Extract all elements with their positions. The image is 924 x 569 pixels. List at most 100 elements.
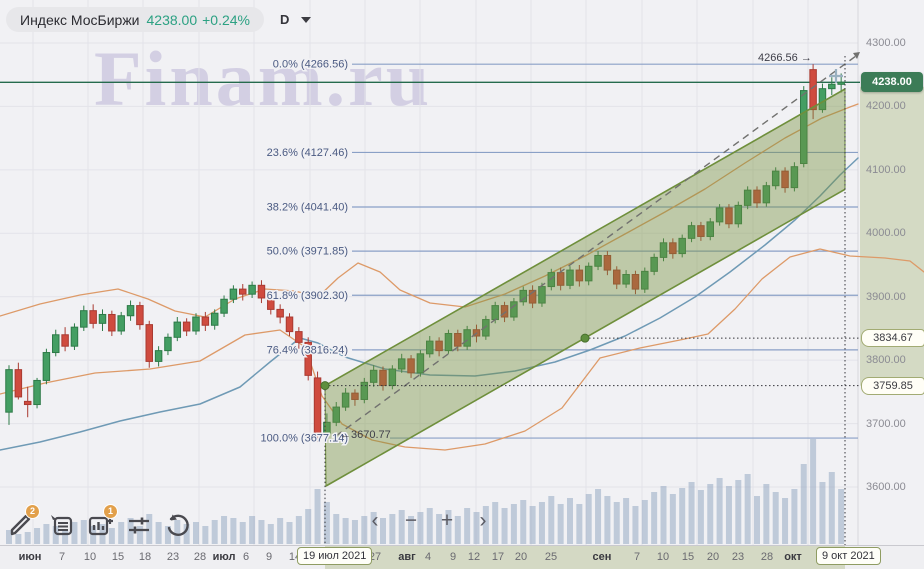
volume-bar <box>464 508 471 544</box>
candle-body <box>23 400 32 406</box>
date-axis-month-tick: окт <box>784 551 802 563</box>
candle-body <box>351 392 359 400</box>
volume-bar <box>305 509 312 544</box>
bollinger-lower-line <box>0 248 924 451</box>
candle-body <box>388 368 397 387</box>
volume-bar <box>548 496 555 544</box>
candle-body <box>603 254 612 271</box>
channel-start-date-badge[interactable]: 19 июл 2021 <box>297 547 373 565</box>
volume-bar <box>62 530 69 544</box>
candle-body <box>173 321 182 338</box>
volume-bar <box>314 489 321 544</box>
candle-body <box>753 189 761 204</box>
volume-bar <box>258 520 265 544</box>
price-axis-tick: 3600.00 <box>866 481 906 493</box>
scroll-right-button[interactable]: › <box>479 509 487 532</box>
volume-bar <box>567 498 573 544</box>
candle-body <box>659 242 668 258</box>
candle-body <box>790 166 799 189</box>
instrument-selector[interactable]: Индекс МосБиржи 4238.00 +0.24% <box>6 7 264 32</box>
date-axis-tick: 6 <box>242 551 250 563</box>
candle-body <box>762 185 771 204</box>
date-axis[interactable]: июн 7 10 15 18 23 28 июл 6 9 14 27 авг 4 9 12 17 20 25 сен 7… <box>0 545 924 569</box>
candle-body <box>426 340 434 355</box>
price-axis-tick: 4200.00 <box>866 100 906 113</box>
volume-bar <box>174 520 181 544</box>
candle-body <box>341 392 350 408</box>
candle-body <box>641 270 649 290</box>
candle-body <box>678 237 686 255</box>
channel-anchor-handle[interactable] <box>320 381 330 391</box>
objects-list-button[interactable] <box>47 508 77 540</box>
volume-bar <box>71 522 78 544</box>
candle-body <box>192 316 200 332</box>
volume-bar <box>641 500 648 544</box>
candle-body <box>837 81 845 85</box>
volume-bar <box>380 518 386 544</box>
volume-bar <box>623 498 630 544</box>
candle-body <box>397 358 406 370</box>
timeframe-selector[interactable]: D <box>280 12 312 27</box>
date-axis-tick: 15 <box>681 551 695 563</box>
zoom-in-button[interactable]: + <box>440 509 454 532</box>
candle-body <box>575 269 584 282</box>
date-axis-tick: 25 <box>544 551 558 563</box>
candle-body <box>267 297 275 310</box>
volume-bar <box>754 496 760 544</box>
candle-body <box>725 207 733 225</box>
candle-body <box>584 265 593 282</box>
volume-bar <box>34 528 41 544</box>
volume-bar <box>782 498 789 544</box>
timeframe-label: D <box>280 12 290 27</box>
volume-bar <box>716 478 723 544</box>
candle-body <box>145 324 153 362</box>
volume-bar <box>697 490 704 544</box>
draw-tool-button[interactable]: 2 <box>8 504 40 540</box>
date-axis-tick: 7 <box>633 551 641 563</box>
volume-bar <box>454 516 461 544</box>
volume-bar <box>445 510 452 544</box>
volume-bar <box>183 524 190 544</box>
candle-body <box>164 336 172 352</box>
candle-body <box>669 242 677 255</box>
volume-bar <box>164 526 171 544</box>
volume-bar <box>538 502 545 544</box>
date-axis-month-tick: июл <box>212 551 236 563</box>
instrument-name: Индекс МосБиржи <box>20 11 140 28</box>
anchor-price-badge-lower: 3759.85 <box>861 377 924 395</box>
volume-bar <box>669 494 676 544</box>
candle-body <box>126 305 135 317</box>
candle-body <box>771 170 780 187</box>
zoom-out-button[interactable]: − <box>404 509 418 532</box>
date-axis-tick: 10 <box>656 551 670 563</box>
settings-button[interactable] <box>125 508 155 540</box>
low-price-annotation: ←3670.77 <box>340 429 391 441</box>
candle-body <box>697 225 705 237</box>
undo-button[interactable] <box>164 508 194 540</box>
scroll-left-button[interactable]: ‹ <box>371 509 379 532</box>
date-axis-tick: 23 <box>166 551 180 563</box>
candle-body <box>154 350 163 362</box>
candle-body <box>454 333 462 347</box>
bollinger-upper-line <box>0 103 859 318</box>
channel-end-date-badge[interactable]: 9 окт 2021 <box>816 547 881 565</box>
volume-bar <box>595 489 602 544</box>
candle-body <box>276 308 284 318</box>
volume-bar <box>389 514 396 544</box>
volume-bar <box>249 516 256 544</box>
candle-body <box>528 289 537 304</box>
candle-body <box>435 340 443 352</box>
channel-anchor-handle[interactable] <box>580 333 590 343</box>
volume-bar <box>763 484 770 544</box>
candle-body <box>285 316 294 333</box>
chevron-down-icon <box>301 16 312 23</box>
volume-bar <box>342 518 349 544</box>
volume-bar <box>725 486 732 544</box>
candle-body <box>313 377 322 434</box>
volume-bar <box>230 518 237 544</box>
add-indicator-button[interactable]: 1 <box>86 504 118 540</box>
date-axis-tick: 23 <box>731 551 745 563</box>
date-axis-tick: 12 <box>467 551 481 563</box>
